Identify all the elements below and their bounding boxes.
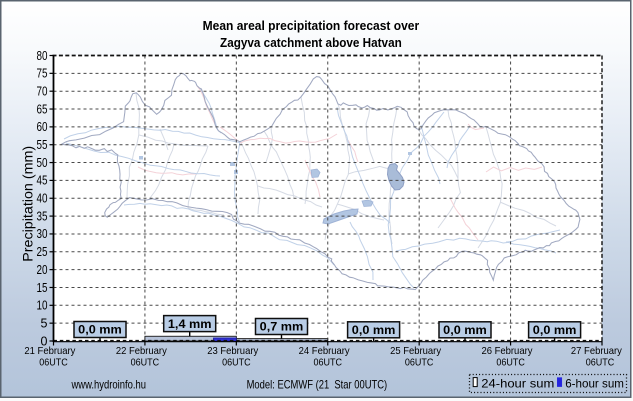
svg-text:06UTC: 06UTC [314, 357, 343, 368]
svg-text:5: 5 [41, 316, 48, 330]
svg-text:Mean areal precipitation forec: Mean areal precipitation forecast over [203, 18, 420, 33]
svg-text:06UTC: 06UTC [586, 357, 615, 368]
svg-text:21 February: 21 February [24, 346, 76, 357]
svg-text:27 February: 27 February [571, 346, 623, 357]
svg-text:06UTC: 06UTC [405, 357, 434, 368]
svg-text:10: 10 [37, 299, 48, 313]
svg-text:45: 45 [37, 174, 48, 188]
svg-text:1,4 mm: 1,4 mm [168, 319, 212, 331]
svg-text:06UTC: 06UTC [496, 357, 525, 368]
svg-text:35: 35 [37, 209, 48, 223]
svg-text:06UTC: 06UTC [222, 357, 251, 368]
svg-text:24-hour sum: 24-hour sum [481, 376, 554, 390]
svg-text:40: 40 [37, 192, 48, 206]
svg-text:06UTC: 06UTC [131, 357, 160, 368]
svg-text:0,0 mm: 0,0 mm [352, 325, 396, 337]
svg-text:50: 50 [37, 156, 48, 170]
svg-text:24 February: 24 February [299, 346, 351, 357]
svg-text:30: 30 [37, 227, 48, 241]
svg-text:25 February: 25 February [390, 346, 442, 357]
svg-text:0,0 mm: 0,0 mm [533, 325, 577, 337]
svg-text:0: 0 [41, 334, 48, 348]
svg-text:22 February: 22 February [116, 346, 168, 357]
svg-text:80: 80 [37, 49, 48, 63]
svg-text:15: 15 [37, 281, 48, 295]
svg-text:Zagyva catchment above Hatvan: Zagyva catchment above Hatvan [220, 35, 402, 50]
svg-text:60: 60 [37, 120, 48, 134]
svg-text:0,7 mm: 0,7 mm [260, 322, 304, 334]
svg-text:Precipitation (mm): Precipitation (mm) [21, 146, 36, 262]
svg-text:0,0 mm: 0,0 mm [443, 325, 487, 337]
svg-text:65: 65 [37, 102, 48, 116]
svg-text:23 February: 23 February [207, 346, 259, 357]
svg-text:26 February: 26 February [481, 346, 533, 357]
svg-text:www.hydroinfo.hu: www.hydroinfo.hu [71, 378, 146, 392]
svg-text:06UTC: 06UTC [39, 357, 68, 368]
svg-text:25: 25 [37, 245, 48, 259]
svg-text:55: 55 [37, 138, 48, 152]
svg-text:Model: ECMWF (21 Star 00UTC): Model: ECMWF (21 Star 00UTC) [247, 378, 388, 392]
svg-text:70: 70 [37, 84, 48, 98]
svg-text:75: 75 [37, 67, 48, 81]
svg-text:6-hour sum: 6-hour sum [565, 376, 624, 390]
svg-text:0,0 mm: 0,0 mm [78, 325, 122, 337]
svg-text:20: 20 [37, 263, 48, 277]
